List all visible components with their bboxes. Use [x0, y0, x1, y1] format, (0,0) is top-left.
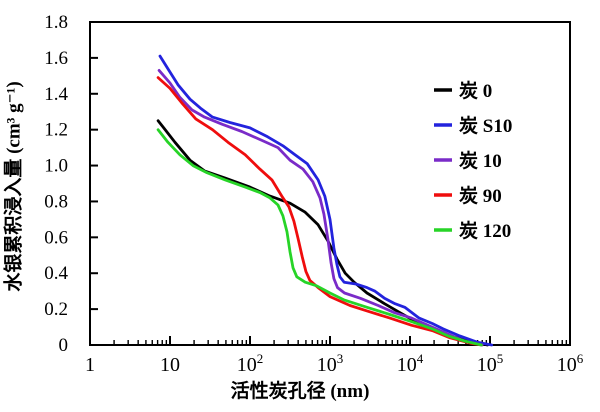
curve-carbon-10 [157, 69, 484, 347]
legend-label-90: 炭 90 [459, 185, 502, 207]
legend-label-120: 炭 120 [459, 220, 511, 242]
y-tick-label: 1.0 [44, 156, 68, 177]
y-tick-label: 0.2 [44, 299, 68, 320]
x-axis-title: 活性炭孔径 (nm) [230, 381, 370, 402]
y-tick-label: 1.6 [44, 48, 68, 69]
x-tick-label: 1 [85, 354, 95, 376]
legend-label-s10: 炭 S10 [459, 115, 512, 137]
y-tick-label: 1.4 [44, 84, 68, 105]
x-tick-label: 102 [237, 351, 264, 376]
legend-label-0: 炭 0 [459, 80, 492, 102]
y-tick-label: 0 [59, 335, 69, 356]
y-tick-label: 1.2 [44, 120, 68, 141]
x-tick-label: 104 [397, 351, 424, 376]
x-tick-label: 106 [557, 351, 584, 376]
x-tick-label: 105 [477, 351, 504, 376]
y-tick-label: 0.8 [44, 191, 68, 212]
curve-carbon-s10 [158, 54, 494, 347]
curve-carbon-90 [156, 76, 483, 347]
y-tick-label: 0.4 [44, 263, 68, 284]
legend-label-10: 炭 10 [459, 150, 502, 172]
y-axis-title: 水银累积浸入量 (cm³ g⁻¹) [3, 81, 25, 292]
y-tick-label: 0.6 [44, 227, 68, 248]
x-tick-label: 103 [317, 351, 344, 376]
x-tick-label: 10 [160, 354, 180, 376]
curve-carbon-120 [156, 128, 483, 347]
curve-carbon-0 [156, 119, 489, 347]
y-tick-label: 1.8 [44, 12, 68, 33]
